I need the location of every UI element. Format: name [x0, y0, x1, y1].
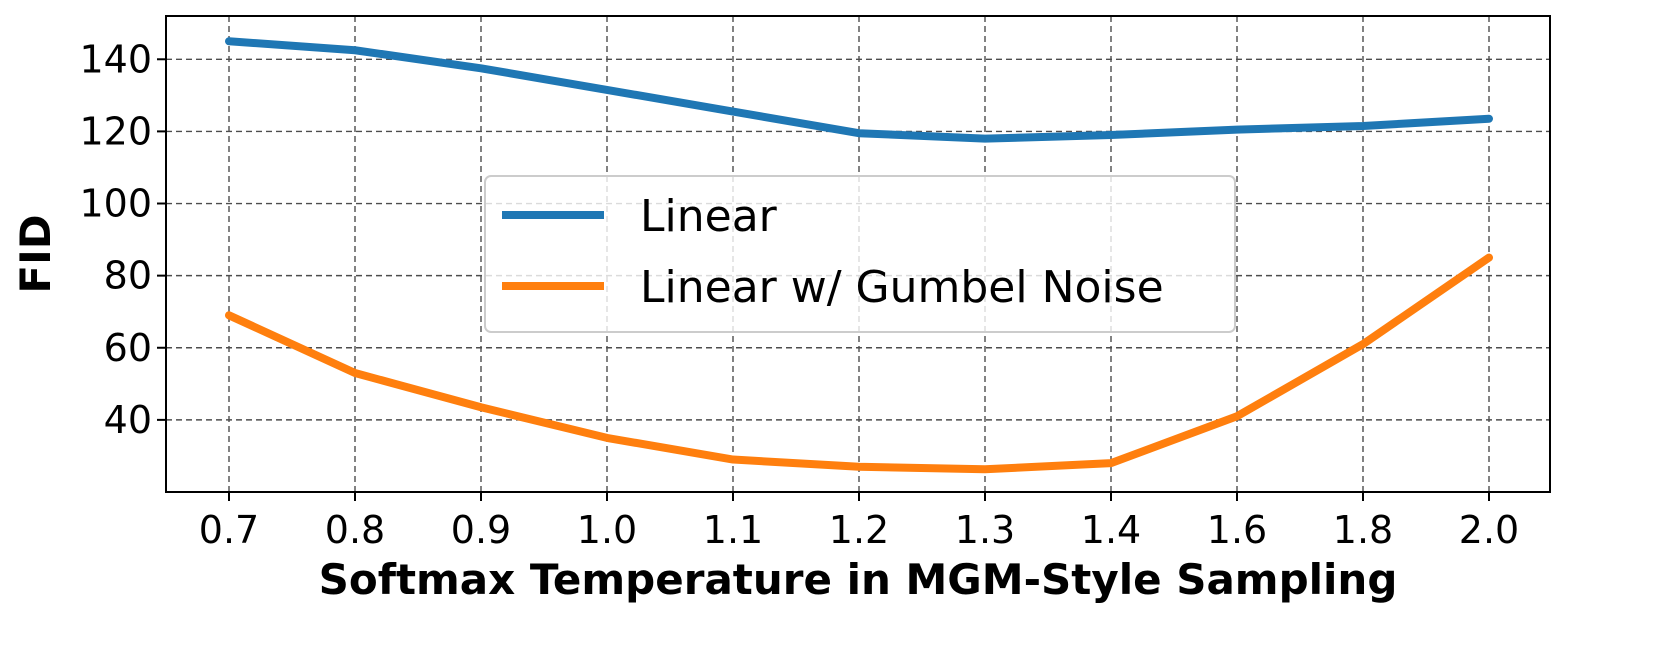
x-tick-label: 1.2	[829, 508, 889, 552]
x-tick-label: 0.8	[325, 508, 385, 552]
x-tick-label: 1.3	[955, 508, 1015, 552]
x-tick-label: 1.8	[1333, 508, 1393, 552]
y-tick-label: 100	[79, 182, 152, 226]
x-tick-label: 1.1	[703, 508, 763, 552]
x-tick-label: 2.0	[1459, 508, 1519, 552]
legend: Linear Linear w/ Gumbel Noise	[484, 175, 1236, 333]
x-axis-ticks: 0.7 0.8 0.9 1.0 1.1 1.2 1.3 1.4 1.6 1.8 2.0	[199, 492, 1519, 552]
y-tick-label: 40	[104, 398, 152, 442]
x-tick-label: 1.4	[1081, 508, 1141, 552]
y-axis-ticks: 40 60 80 100 120 140	[79, 37, 166, 442]
y-tick-label: 80	[104, 254, 152, 298]
series-lines	[225, 37, 1493, 474]
y-tick-label: 140	[79, 37, 152, 81]
y-tick-label: 120	[79, 109, 152, 153]
x-axis-label: Softmax Temperature in MGM-Style Samplin…	[319, 555, 1398, 604]
legend-label-linear: Linear	[640, 191, 778, 242]
x-tick-label: 0.9	[451, 508, 511, 552]
y-axis-label: FID	[11, 214, 60, 293]
x-tick-label: 0.7	[199, 508, 259, 552]
x-tick-label: 1.0	[577, 508, 637, 552]
legend-label-linear-gumbel: Linear w/ Gumbel Noise	[640, 262, 1164, 313]
series-line-linear	[225, 37, 1493, 143]
legend-box	[484, 175, 1236, 333]
x-tick-label: 1.6	[1207, 508, 1267, 552]
y-tick-label: 60	[104, 326, 152, 370]
series-line-linear-gumbel	[225, 253, 1493, 474]
